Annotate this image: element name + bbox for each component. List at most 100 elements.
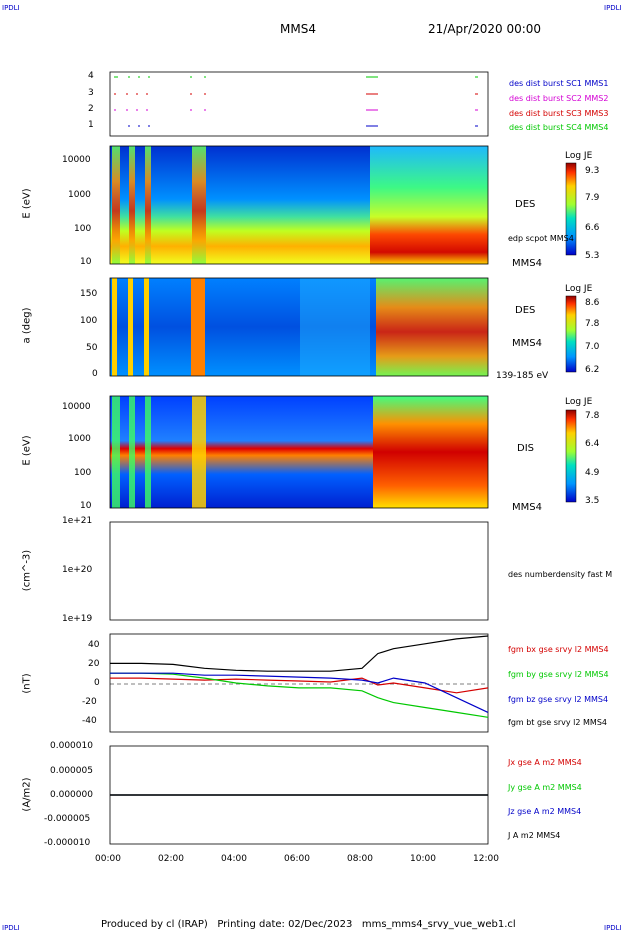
- ytick-burst: 2: [88, 104, 94, 114]
- ytick-burst: 3: [88, 88, 94, 98]
- legend-fgm-by: fgm by gse srvy l2 MMS4: [508, 670, 609, 679]
- cbar-tick: 7.0: [585, 342, 600, 352]
- burst-frame: [109, 71, 489, 137]
- cbar-tick: 7.8: [585, 319, 600, 329]
- series-line: [110, 672, 489, 713]
- des-pitch-region: [300, 278, 370, 376]
- cbar-tick: 6.6: [585, 223, 600, 233]
- cbar-tick: 9.3: [585, 166, 600, 176]
- ytick-des-pitch: 50: [86, 343, 98, 353]
- fgm-series: [110, 635, 489, 718]
- des-energy-stripe: [112, 146, 120, 264]
- ytick-des-pitch: 0: [92, 369, 98, 379]
- dis-energy-stripe: [129, 396, 135, 508]
- ytick-current: 0.000000: [50, 790, 93, 800]
- footer-text: Produced by cl (IRAP) Printing date: 02/…: [101, 919, 516, 930]
- ytick-current: -0.000005: [44, 814, 91, 824]
- label-mms4: MMS4: [512, 258, 542, 269]
- ytick-dis-energy: 10000: [62, 402, 91, 412]
- series-line: [110, 672, 489, 718]
- ytick-dis-energy: 100: [74, 468, 92, 478]
- series-line: [110, 635, 489, 672]
- xtick-time: 02:00: [158, 854, 184, 864]
- ytick-fgm: 0: [94, 678, 100, 688]
- label-edp-scpot: edp scpot MMS4: [508, 234, 574, 243]
- cbar-title-des-energy: Log JE: [565, 151, 593, 161]
- mission-title: MMS4: [280, 22, 316, 36]
- series-line: [110, 677, 489, 694]
- ytick-density: 1e+19: [62, 614, 93, 624]
- burst-panel: [109, 71, 489, 137]
- des-energy-stripe: [129, 146, 135, 264]
- dis-energy-frame: [109, 395, 489, 509]
- des-energy-frame: [109, 145, 489, 265]
- date-title: 21/Apr/2020 00:00: [428, 22, 542, 36]
- legend-jy: Jy gse A m2 MMS4: [508, 783, 582, 792]
- cbar-tick: 5.3: [585, 251, 600, 261]
- colorbar-des-energy: [565, 162, 577, 256]
- cbar-tick: 7.8: [585, 411, 600, 421]
- ytick-current: 0.000010: [50, 741, 93, 751]
- corner-mark-tr: IPDLI: [604, 4, 622, 12]
- label-des-pitch: DES: [515, 305, 536, 316]
- des-pitch-high-region: [376, 278, 488, 376]
- colorbar-dis-energy: [565, 409, 577, 503]
- density-panel: [109, 521, 489, 621]
- ytick-dis-energy: 10: [80, 501, 92, 511]
- ytick-fgm: 20: [88, 659, 100, 669]
- cbar-tick: 6.4: [585, 439, 600, 449]
- legend-jz: Jz gse A m2 MMS4: [508, 807, 582, 816]
- des-energy-stripe: [192, 146, 206, 264]
- burst-marks: [114, 76, 478, 127]
- ylabel-current: (A/m2): [21, 777, 33, 812]
- legend-burst-sc4: des dist burst SC4 MMS4: [509, 123, 609, 132]
- legend-burst-sc2: des dist burst SC2 MMS2: [509, 94, 609, 103]
- des-pitch-stripe: [144, 278, 149, 376]
- xtick-time: 10:00: [410, 854, 436, 864]
- ylabel-des-energy: E (eV): [21, 188, 33, 219]
- des-pitch-stripe: [112, 278, 117, 376]
- xtick-time: 12:00: [473, 854, 499, 864]
- label-mms4-dis: MMS4: [512, 502, 542, 513]
- current-panel: [109, 745, 489, 845]
- label-mms4-pitch: MMS4: [512, 338, 542, 349]
- fgm-frame: [109, 633, 489, 733]
- colorbar-des-pitch: [565, 295, 577, 373]
- ytick-des-energy: 10: [80, 257, 92, 267]
- ytick-des-energy: 100: [74, 224, 92, 234]
- dis-energy-stripe: [112, 396, 120, 508]
- ylabel-dis-energy: E (eV): [21, 435, 33, 466]
- label-energy-range: 139-185 eV: [496, 371, 549, 381]
- corner-mark-tl: IPDLI: [2, 4, 20, 12]
- cbar-tick: 7.9: [585, 193, 600, 203]
- label-des: DES: [515, 199, 536, 210]
- ytick-dis-energy: 1000: [68, 434, 91, 444]
- legend-burst-sc1: des dist burst SC1 MMS1: [509, 79, 609, 88]
- xtick-time: 00:00: [95, 854, 121, 864]
- cbar-title-dis-energy: Log JE: [565, 397, 593, 407]
- ytick-des-pitch: 100: [80, 316, 98, 326]
- label-dis: DIS: [517, 443, 534, 454]
- ytick-fgm: 40: [88, 640, 100, 650]
- des-energy-spectrogram: [109, 145, 489, 265]
- dis-energy-spectrogram: [109, 395, 489, 509]
- cbar-title-des-pitch: Log JE: [565, 284, 593, 294]
- ylabel-fgm: (nT): [21, 673, 33, 694]
- cbar-tick: 3.5: [585, 496, 600, 506]
- dis-energy-stripe: [145, 396, 151, 508]
- des-pitch-spectrogram: [109, 277, 489, 377]
- des-pitch-frame: [109, 277, 489, 377]
- legend-burst-sc3: des dist burst SC3 MMS3: [509, 109, 609, 118]
- des-energy-stripe: [145, 146, 151, 264]
- dis-energy-stripe: [192, 396, 206, 508]
- ytick-burst: 4: [88, 71, 94, 81]
- ylabel-des-pitch: a (deg): [21, 307, 33, 344]
- corner-mark-bl: IPDLI: [2, 924, 20, 932]
- cbar-tick: 8.6: [585, 298, 600, 308]
- ytick-fgm: -20: [82, 697, 97, 707]
- legend-fgm-bt: fgm bt gse srvy l2 MMS4: [508, 718, 607, 727]
- des-energy-high-region: [370, 146, 488, 264]
- ytick-des-energy: 1000: [68, 190, 91, 200]
- xtick-time: 06:00: [284, 854, 310, 864]
